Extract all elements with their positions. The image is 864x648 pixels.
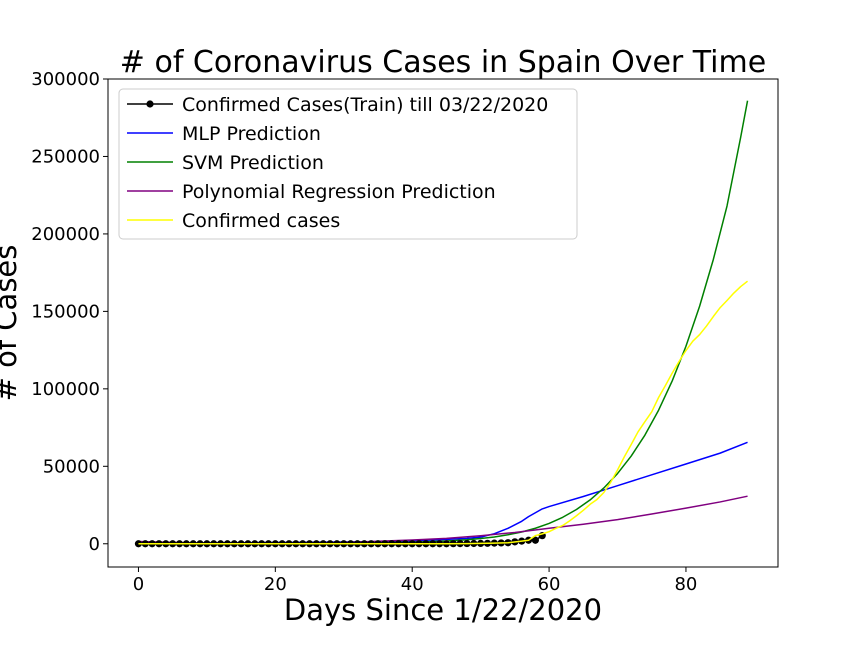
x-tick-label: 60 bbox=[538, 574, 561, 595]
y-axis: 0 50000 100000 150000 200000 250000 300000 bbox=[31, 69, 108, 555]
legend-label: Confirmed Cases(Train) till 03/22/2020 bbox=[182, 94, 548, 116]
x-tick-label: 20 bbox=[264, 574, 287, 595]
x-tick-label: 0 bbox=[133, 574, 144, 595]
legend-label: SVM Prediction bbox=[182, 152, 324, 174]
x-axis: 0 20 40 60 80 bbox=[133, 567, 697, 595]
y-axis-label: # of Cases bbox=[0, 245, 23, 402]
plot-frame bbox=[107, 78, 779, 568]
data-point bbox=[531, 536, 539, 544]
legend-label: Confirmed cases bbox=[182, 210, 340, 232]
x-tick-label: 80 bbox=[674, 574, 697, 595]
y-tick-label: 0 bbox=[89, 534, 100, 555]
legend-label: Polynomial Regression Prediction bbox=[182, 181, 496, 203]
y-tick-label: 50000 bbox=[43, 456, 100, 477]
series-line-4 bbox=[138, 280, 749, 545]
legend-marker bbox=[146, 100, 154, 108]
legend-box bbox=[118, 88, 578, 240]
x-tick-label: 40 bbox=[401, 574, 424, 595]
chart-title: # of Coronavirus Cases in Spain Over Tim… bbox=[120, 45, 766, 80]
y-tick-label: 150000 bbox=[31, 301, 100, 322]
y-tick-label: 250000 bbox=[31, 146, 100, 167]
y-tick-label: 100000 bbox=[31, 379, 100, 400]
series-layer bbox=[134, 100, 749, 548]
x-axis-label: Days Since 1/22/2020 bbox=[284, 593, 602, 627]
y-tick-label: 200000 bbox=[31, 224, 100, 245]
y-tick-label: 300000 bbox=[31, 69, 100, 90]
legend-label: MLP Prediction bbox=[182, 123, 321, 145]
legend: Confirmed Cases(Train) till 03/22/2020 ML… bbox=[118, 88, 578, 240]
